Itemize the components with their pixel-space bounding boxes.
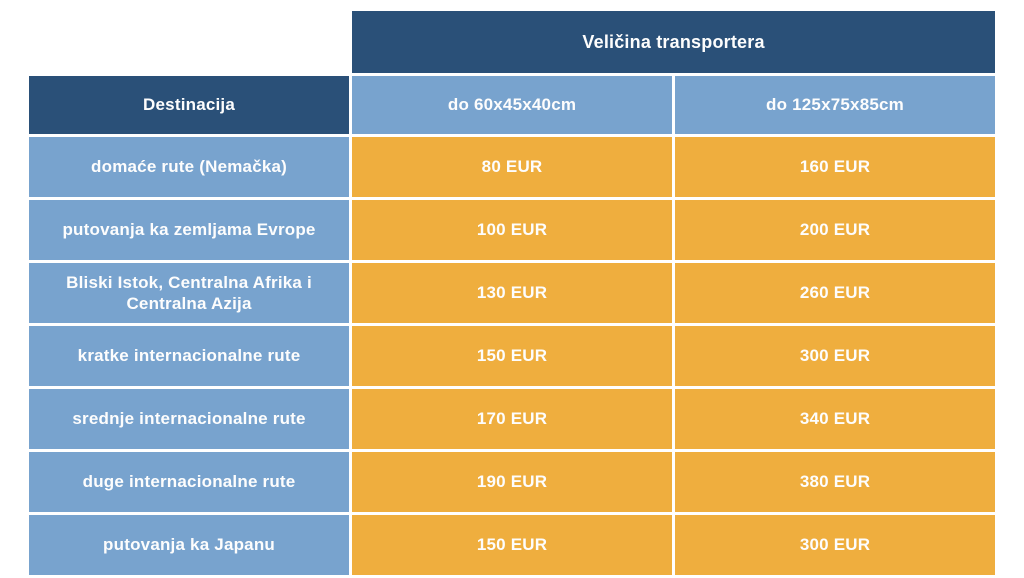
table-row: Bliski Istok, Centralna Afrika i Central…: [29, 263, 995, 323]
table-row: putovanja ka zemljama Evrope 100 EUR 200…: [29, 200, 995, 260]
table-row: putovanja ka Japanu 150 EUR 300 EUR: [29, 515, 995, 575]
price-small-cell: 150 EUR: [352, 326, 673, 386]
column-header-destination: Destinacija: [29, 76, 350, 134]
price-small-cell: 170 EUR: [352, 389, 673, 449]
price-large-cell: 340 EUR: [675, 389, 995, 449]
price-large-cell: 260 EUR: [675, 263, 995, 323]
price-small-cell: 130 EUR: [352, 263, 673, 323]
price-small-cell: 190 EUR: [352, 452, 673, 512]
price-small-cell: 80 EUR: [352, 137, 673, 197]
transporter-pricing-table: Veličina transportera Destinacija do 60x…: [26, 8, 998, 578]
table-title-row: Veličina transportera: [29, 11, 995, 73]
table-group-header: Veličina transportera: [352, 11, 995, 73]
destination-cell: duge internacionalne rute: [29, 452, 350, 512]
price-large-cell: 300 EUR: [675, 326, 995, 386]
destination-cell: srednje internacionalne rute: [29, 389, 350, 449]
destination-cell: putovanja ka Japanu: [29, 515, 350, 575]
column-header-size-large: do 125x75x85cm: [675, 76, 995, 134]
destination-cell: Bliski Istok, Centralna Afrika i Central…: [29, 263, 350, 323]
destination-cell: kratke internacionalne rute: [29, 326, 350, 386]
price-large-cell: 200 EUR: [675, 200, 995, 260]
column-header-row: Destinacija do 60x45x40cm do 125x75x85cm: [29, 76, 995, 134]
destination-cell: putovanja ka zemljama Evrope: [29, 200, 350, 260]
column-header-size-small: do 60x45x40cm: [352, 76, 673, 134]
table-row: kratke internacionalne rute 150 EUR 300 …: [29, 326, 995, 386]
transporter-pricing-page: Veličina transportera Destinacija do 60x…: [29, 11, 995, 575]
price-large-cell: 160 EUR: [675, 137, 995, 197]
price-large-cell: 300 EUR: [675, 515, 995, 575]
table-row: domaće rute (Nemačka) 80 EUR 160 EUR: [29, 137, 995, 197]
table-row: srednje internacionalne rute 170 EUR 340…: [29, 389, 995, 449]
price-large-cell: 380 EUR: [675, 452, 995, 512]
blank-corner-cell: [29, 11, 349, 73]
table-row: duge internacionalne rute 190 EUR 380 EU…: [29, 452, 995, 512]
price-small-cell: 100 EUR: [352, 200, 673, 260]
price-small-cell: 150 EUR: [352, 515, 673, 575]
destination-cell: domaće rute (Nemačka): [29, 137, 350, 197]
